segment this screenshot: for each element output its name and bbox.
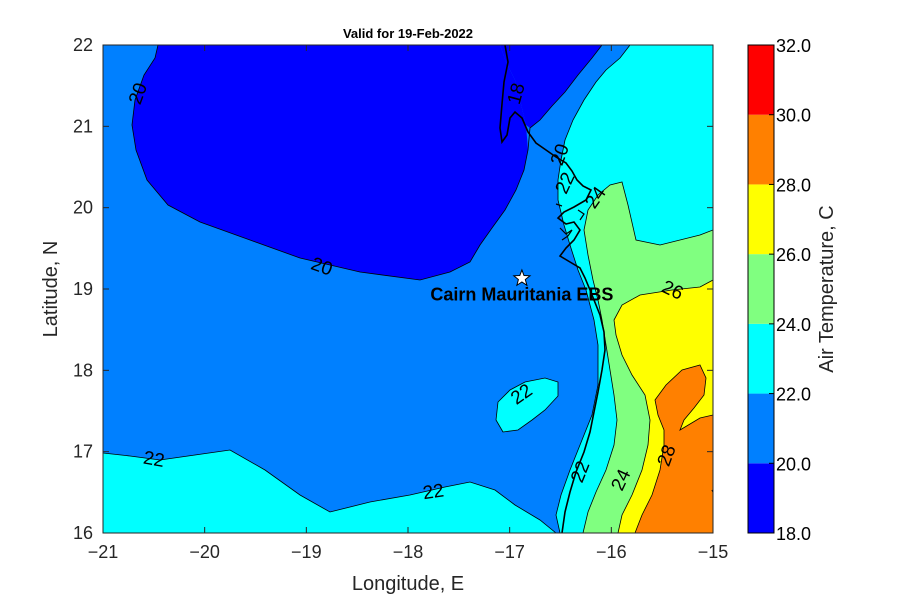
colorbar-frame (747, 44, 775, 534)
y-tick-label: 18 (73, 360, 93, 380)
y-tick-label: 16 (73, 523, 93, 543)
x-tick-label: −19 (291, 542, 322, 562)
colorbar-tick-label: 26.0 (776, 245, 811, 265)
site-label: Cairn Mauritania EBS (430, 284, 613, 304)
colorbar-tick-label: 32.0 (776, 36, 811, 56)
x-tick-label: −21 (88, 542, 119, 562)
x-axis-label: Longitude, E (352, 573, 464, 595)
colorbar-swatch (748, 393, 774, 464)
y-axis-ticks: 16 17 18 19 20 21 22 (73, 35, 713, 543)
band-18-20-west (132, 45, 528, 280)
coast-islands (555, 203, 713, 493)
band-22-24-patch (496, 378, 558, 432)
y-tick-label: 19 (73, 279, 93, 299)
x-tick-label: −17 (494, 542, 525, 562)
colorbar-tick-label: 28.0 (776, 175, 811, 195)
y-tick-label: 21 (73, 116, 93, 136)
colorbar-swatch (748, 254, 774, 324)
colorbar-tick-label: 18.0 (776, 524, 811, 544)
y-tick-label: 20 (73, 198, 93, 218)
band-22-24-south (103, 450, 556, 533)
contour-label: 22 (421, 480, 445, 504)
colorbar: 18.0 20.0 22.0 24.0 26.0 28.0 30.0 32.0 (747, 36, 811, 544)
colorbar-tick-label: 20.0 (776, 454, 811, 474)
band-28-30 (635, 365, 713, 533)
chart-title: Valid for 19-Feb-2022 (343, 26, 473, 41)
colorbar-tick-label: 24.0 (776, 315, 811, 335)
contour-label: 22 (142, 448, 166, 472)
colorbar-label: Air Temperature, C (816, 205, 838, 372)
colorbar-swatch (748, 463, 774, 533)
colorbar-tick-label: 30.0 (776, 106, 811, 126)
y-axis-label: Latitude, N (40, 241, 62, 338)
colorbar-swatch (748, 114, 774, 185)
x-axis-ticks: −21 −20 −19 −18 −17 −16 −15 (88, 45, 729, 562)
site-star-icon[interactable] (512, 268, 532, 287)
contour-lines (103, 45, 713, 533)
colorbar-swatch (748, 184, 774, 255)
coastline (499, 45, 606, 533)
colorbar-tick-label: 22.0 (776, 385, 811, 405)
y-tick-label: 17 (73, 442, 93, 462)
y-tick-label: 22 (73, 35, 93, 55)
x-tick-label: −18 (393, 542, 424, 562)
x-tick-label: −15 (698, 542, 729, 562)
x-tick-label: −16 (596, 542, 627, 562)
colorbar-swatch (748, 45, 774, 115)
colorbar-swatch (748, 323, 774, 394)
band-18-20-north (500, 45, 602, 128)
x-tick-label: −20 (189, 542, 220, 562)
